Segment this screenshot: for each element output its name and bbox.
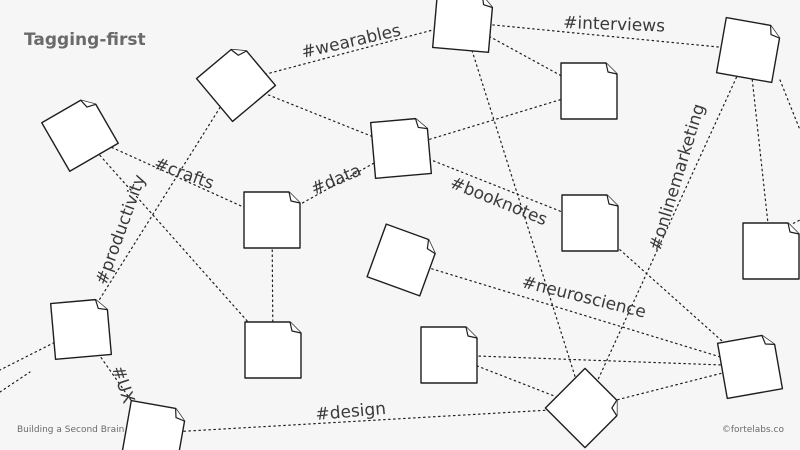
tag-neuroscience: #neuroscience [520, 272, 648, 322]
tag-link [748, 49, 772, 252]
note-card [420, 326, 478, 384]
tag-link [779, 79, 800, 131]
note-card [369, 117, 433, 180]
tag-crafts: #crafts [151, 154, 216, 194]
note-card [49, 298, 113, 361]
tag-productivity: #productivity [92, 172, 150, 288]
tag-link [153, 407, 586, 434]
note-card [366, 223, 436, 297]
footer-source: Building a Second Brain [17, 425, 125, 435]
tag-link [448, 354, 751, 367]
tag-wearables: #wearables [300, 21, 403, 63]
tag-link [402, 259, 751, 367]
tag-link [462, 21, 750, 51]
tag-booknotes: #booknotes [447, 173, 550, 230]
note-card [120, 399, 186, 450]
note-card [560, 62, 618, 120]
tag-link [235, 21, 464, 83]
note-card [544, 367, 618, 449]
tag-link [80, 81, 237, 330]
tag-ux: #UX [107, 363, 138, 406]
tag-link [79, 132, 274, 351]
note-card [41, 99, 119, 172]
note-card [195, 48, 277, 123]
note-card [716, 334, 784, 400]
tag-onlinemarketing: #onlinemarketing [646, 102, 710, 254]
tag-link [0, 371, 31, 393]
note-card [742, 222, 800, 280]
note-card [431, 0, 494, 54]
note-card [715, 16, 781, 84]
footer-credit: ©fortelabs.co [721, 425, 784, 435]
note-card [244, 321, 302, 379]
note-card [561, 194, 619, 252]
tag-interviews: #interviews [563, 13, 666, 37]
tag-link [584, 49, 750, 409]
note-card [243, 191, 301, 249]
slide-title: Tagging-first [24, 30, 146, 50]
tag-design: #design [315, 399, 387, 425]
tag-link [400, 147, 591, 224]
tag-data: #data [308, 161, 364, 200]
